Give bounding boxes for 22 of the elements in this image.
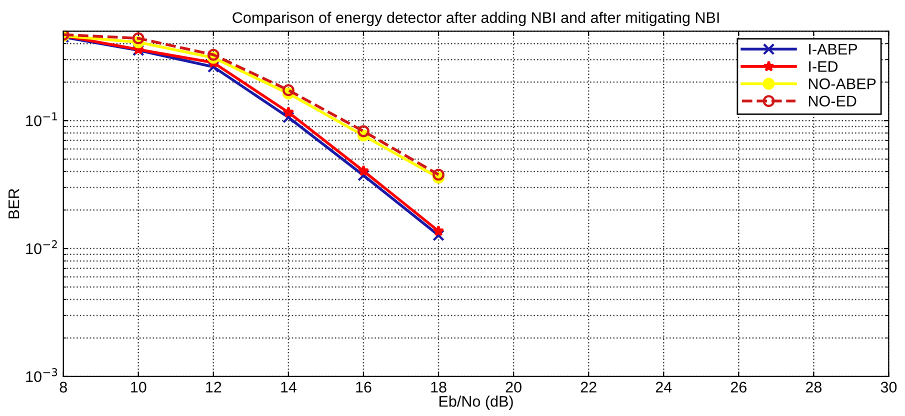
x-tick-label: 24: [656, 382, 672, 392]
x-tick-label: 26: [730, 382, 746, 393]
x-tick-label: 30: [880, 382, 897, 393]
chart-title: Comparison of energy detector after adding NBI and after mitigating NBI: [232, 12, 719, 26]
x-tick-label: 14: [281, 382, 296, 392]
legend-label: I-ED: [809, 61, 838, 72]
y-axis-title: BER: [8, 188, 20, 218]
x-tick-label: 22: [580, 382, 596, 392]
y-tick-label: 10$^{−2}$: [26, 240, 57, 254]
x-tick-label: 12: [206, 382, 222, 392]
x-tick-label: 18: [431, 382, 446, 393]
x-tick-label: 8: [60, 382, 67, 393]
legend-label: I-ABEP: [809, 44, 858, 54]
x-tick-label: 20: [506, 382, 522, 393]
x-tick-label: 16: [356, 382, 372, 393]
x-axis-title: Eb/No (dB): [440, 396, 513, 410]
legend-label: NO-ED: [808, 96, 856, 107]
y-tick-label: 10$^{−1}$: [26, 112, 57, 126]
x-tick-label: 10: [131, 382, 146, 393]
y-tick-label: 10$^{−3}$: [26, 368, 58, 382]
legend-label: NO-ABEP: [808, 78, 876, 90]
x-tick-label: 28: [806, 382, 822, 393]
